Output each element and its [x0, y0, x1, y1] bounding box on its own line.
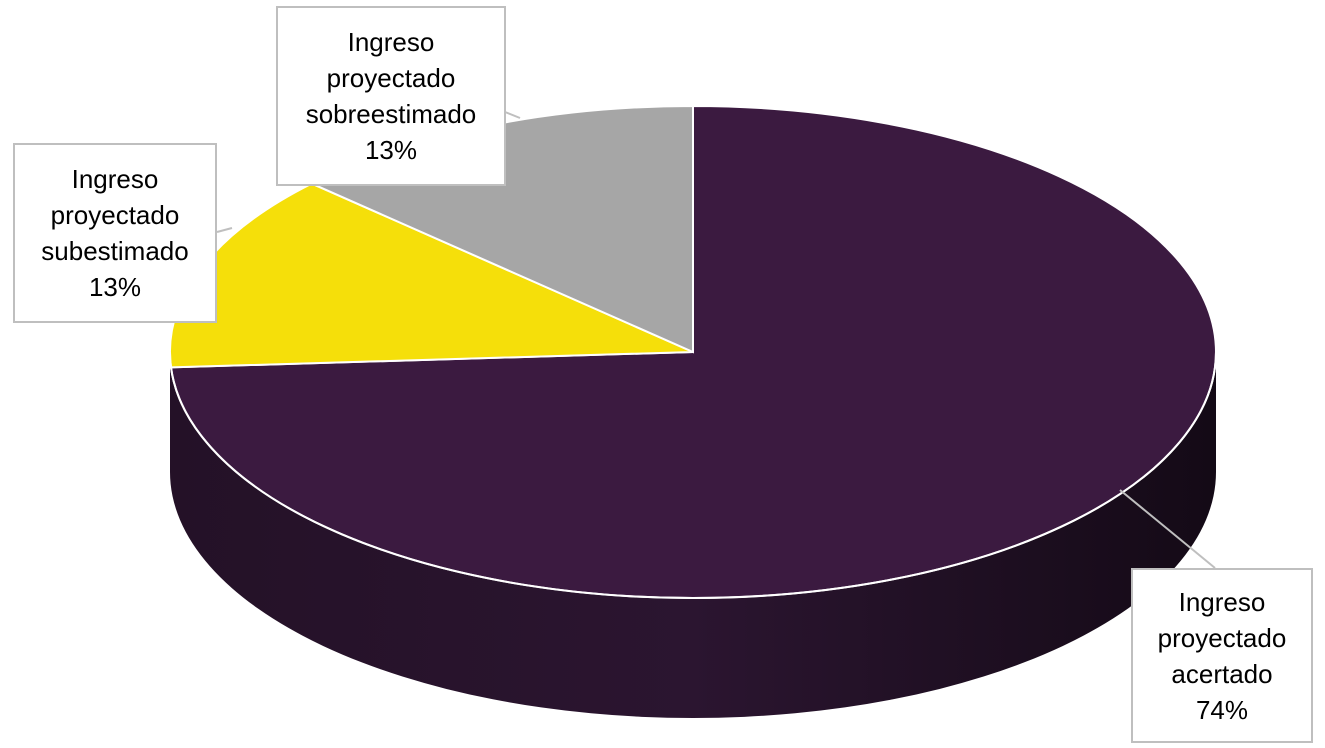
data-label-acertado-line-2: proyectado	[1157, 622, 1287, 653]
data-label-sobreestimado-line-3: sobreestimado	[305, 99, 477, 129]
data-label-sobreestimado-line-2: proyectado	[326, 63, 456, 93]
data-label-subestimado: Ingreso proyectado subestimado 13%	[13, 143, 217, 323]
data-label-sobreestimado: Ingreso proyectado sobreestimado 13%	[276, 6, 506, 186]
data-label-acertado-line-3: acertado	[1171, 658, 1273, 689]
pie-side-wall	[170, 352, 1216, 718]
data-label-sobreestimado-line-1: Ingreso	[347, 27, 435, 57]
leader-line-acertado	[1119, 489, 1216, 569]
data-label-subestimado-value: 13%	[88, 272, 142, 302]
data-label-subestimado-line-3: subestimado	[41, 236, 189, 266]
data-label-acertado-line-1: Ingreso	[1178, 586, 1266, 617]
data-label-sobreestimado-value: 13%	[364, 135, 418, 165]
leader-line-subestimado	[216, 227, 233, 233]
data-label-acertado: Ingreso proyectado acertado 74%	[1131, 568, 1313, 743]
pie-rim-highlight	[169, 351, 1217, 599]
leader-line-sobreestimado	[504, 111, 521, 119]
data-label-subestimado-line-2: proyectado	[50, 200, 180, 230]
data-label-acertado-value: 74%	[1195, 694, 1249, 725]
data-label-subestimado-line-1: Ingreso	[71, 164, 159, 194]
